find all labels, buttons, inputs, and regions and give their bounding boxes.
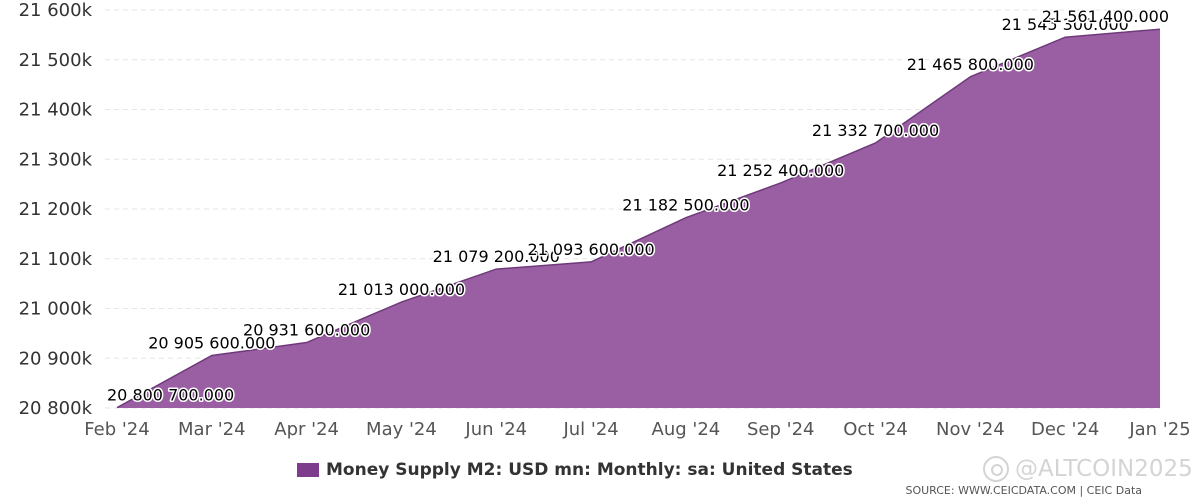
- legend-label: Money Supply M2: USD mn: Monthly: sa: Un…: [326, 460, 853, 480]
- data-label: 20 905 600.000: [148, 333, 275, 352]
- y-tick-label: 21 300k: [19, 149, 93, 170]
- data-label: 20 800 700.000: [107, 386, 234, 405]
- y-tick-label: 21 100k: [19, 249, 93, 270]
- y-axis-ticks: 20 800k 20 900k 21 000k 21 100k 21 200k 21 30…: [19, 0, 93, 419]
- y-tick-label: 20 800k: [19, 398, 93, 419]
- x-tick-label: Apr '24: [274, 419, 339, 440]
- x-tick-label: Aug '24: [652, 419, 721, 440]
- x-axis-ticks: Feb '24 Mar '24 Apr '24 May '24 Jun '24 Jul '…: [84, 419, 1190, 440]
- x-tick-label: Sep '24: [747, 419, 815, 440]
- data-label: 21 252 400.000: [717, 161, 844, 180]
- y-tick-label: 20 900k: [19, 348, 93, 369]
- watermark-logo-icon: [983, 456, 1009, 482]
- data-label: 20 931 600.000: [243, 321, 370, 340]
- y-tick-label: 21 000k: [19, 299, 93, 320]
- data-label: 21 561 400.000: [1042, 7, 1169, 26]
- data-label: 21 332 700.000: [812, 121, 939, 140]
- watermark-text: @ALTCOIN2025: [1015, 456, 1193, 482]
- x-tick-label: Feb '24: [84, 419, 149, 440]
- x-tick-label: Dec '24: [1031, 419, 1099, 440]
- data-label: 21 013 000.000: [338, 280, 465, 299]
- x-tick-label: Jan '25: [1128, 419, 1190, 440]
- source-credit: SOURCE: WWW.CEICDATA.COM | CEIC Data: [905, 484, 1142, 497]
- data-label: 21 093 600.000: [527, 240, 654, 259]
- data-label: 21 545 300.000: [1002, 15, 1129, 34]
- y-tick-label: 21 500k: [19, 50, 93, 71]
- area-fill: [117, 29, 1160, 409]
- data-label: 21 465 800.000: [907, 55, 1034, 74]
- data-label: 21 079 200.000: [433, 247, 560, 266]
- y-tick-label: 21 400k: [19, 100, 93, 121]
- x-tick-label: Jul '24: [562, 419, 618, 440]
- legend[interactable]: Money Supply M2: USD mn: Monthly: sa: Un…: [297, 458, 853, 482]
- area-series: [116, 28, 1161, 409]
- x-tick-label: Jun '24: [464, 419, 527, 440]
- x-tick-label: Nov '24: [936, 419, 1005, 440]
- area-chart: 20 800k 20 900k 21 000k 21 100k 21 200k 21 30…: [19, 0, 1191, 440]
- x-tick-label: Mar '24: [178, 419, 246, 440]
- x-tick-label: Oct '24: [843, 419, 908, 440]
- y-tick-label: 21 200k: [19, 199, 93, 220]
- y-tick-label: 21 600k: [19, 0, 93, 21]
- legend-swatch: [297, 463, 319, 477]
- watermark: @ALTCOIN2025: [983, 456, 1193, 482]
- data-label: 21 182 500.000: [622, 196, 749, 215]
- series-line: [116, 28, 1161, 409]
- x-tick-label: May '24: [366, 419, 437, 440]
